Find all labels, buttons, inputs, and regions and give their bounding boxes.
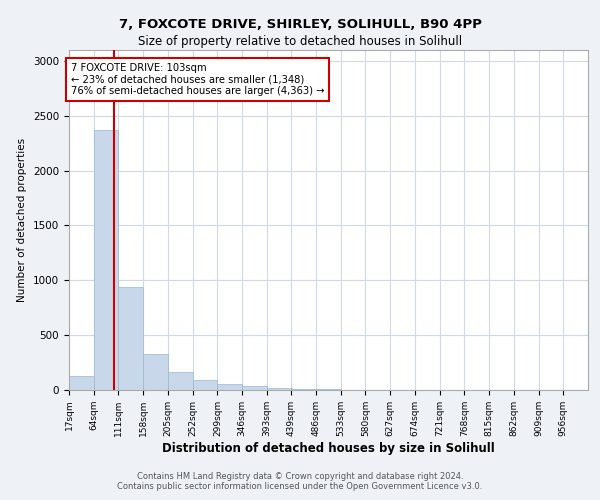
X-axis label: Distribution of detached houses by size in Solihull: Distribution of detached houses by size …	[162, 442, 495, 454]
Bar	[118, 287, 143, 390]
Y-axis label: Number of detached properties: Number of detached properties	[17, 138, 28, 302]
Text: Size of property relative to detached houses in Solihull: Size of property relative to detached ho…	[138, 35, 462, 48]
Bar	[193, 380, 217, 390]
Text: 7, FOXCOTE DRIVE, SHIRLEY, SOLIHULL, B90 4PP: 7, FOXCOTE DRIVE, SHIRLEY, SOLIHULL, B90…	[119, 18, 481, 30]
Bar	[168, 372, 193, 390]
Bar	[267, 388, 292, 390]
Bar	[143, 354, 168, 390]
Bar	[69, 376, 94, 390]
Text: 7 FOXCOTE DRIVE: 103sqm
← 23% of detached houses are smaller (1,348)
76% of semi: 7 FOXCOTE DRIVE: 103sqm ← 23% of detache…	[71, 63, 324, 96]
Text: Contains HM Land Registry data © Crown copyright and database right 2024.
Contai: Contains HM Land Registry data © Crown c…	[118, 472, 482, 491]
Bar	[242, 386, 267, 390]
Bar	[217, 384, 242, 390]
Bar	[291, 389, 316, 390]
Bar	[94, 130, 118, 390]
